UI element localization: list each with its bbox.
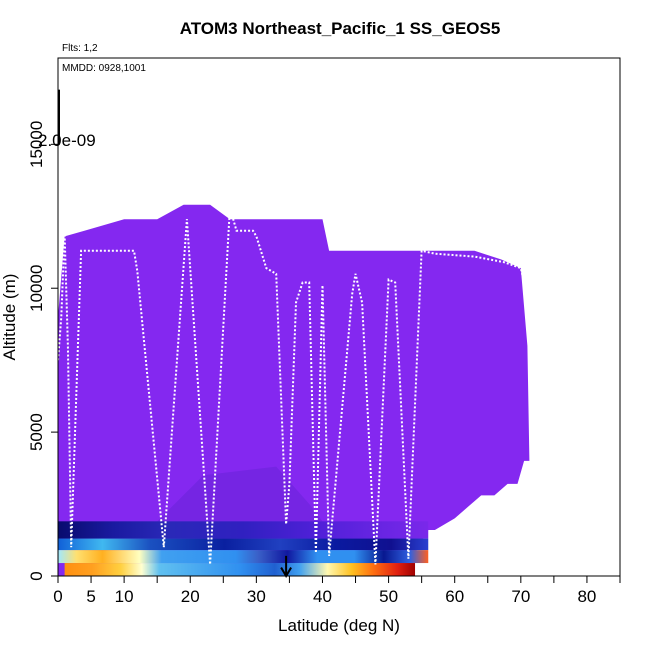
- x-tick-label: 40: [313, 587, 332, 606]
- y-axis-label: Altitude (m): [0, 274, 19, 361]
- chart-title: ATOM3 Northeast_Pacific_1 SS_GEOS5: [180, 19, 501, 38]
- y-tick-label: 10000: [27, 265, 46, 312]
- flights-annotation: Flts: 1,2: [62, 43, 98, 54]
- boundary-layer-band: [58, 521, 429, 539]
- plot-area: [57, 89, 530, 578]
- x-tick-label: 80: [577, 587, 596, 606]
- x-tick-label: 20: [181, 587, 200, 606]
- flight-track: [57, 207, 526, 565]
- boundary-layer-band: [64, 563, 416, 576]
- x-tick-label: 50: [379, 587, 398, 606]
- x-tick-label: 5: [86, 587, 95, 606]
- plot-frame: [57, 57, 621, 577]
- x-tick-label: 0: [53, 587, 62, 606]
- x-tick-label: 70: [511, 587, 530, 606]
- x-tick-label: 60: [445, 587, 464, 606]
- x-axis-label: Latitude (deg N): [278, 616, 400, 635]
- y-axis: 0 5000 10000 15000: [27, 121, 58, 581]
- boundary-layer-band: [58, 538, 429, 551]
- boundary-layer-band: [58, 550, 429, 564]
- colorbar-value-label: 2.0e-09: [38, 131, 96, 150]
- x-tick-label: 30: [247, 587, 266, 606]
- x-axis: 0 5 10 20 30 40 50 60 70 80: [53, 576, 621, 606]
- y-tick-label: 5000: [27, 413, 46, 451]
- x-tick-label: 10: [115, 587, 134, 606]
- y-tick-label: 15000: [27, 121, 46, 168]
- y-tick-label: 0: [27, 571, 46, 580]
- model-field-core: [157, 466, 323, 522]
- dates-annotation: MMDD: 0928,1001: [62, 63, 146, 74]
